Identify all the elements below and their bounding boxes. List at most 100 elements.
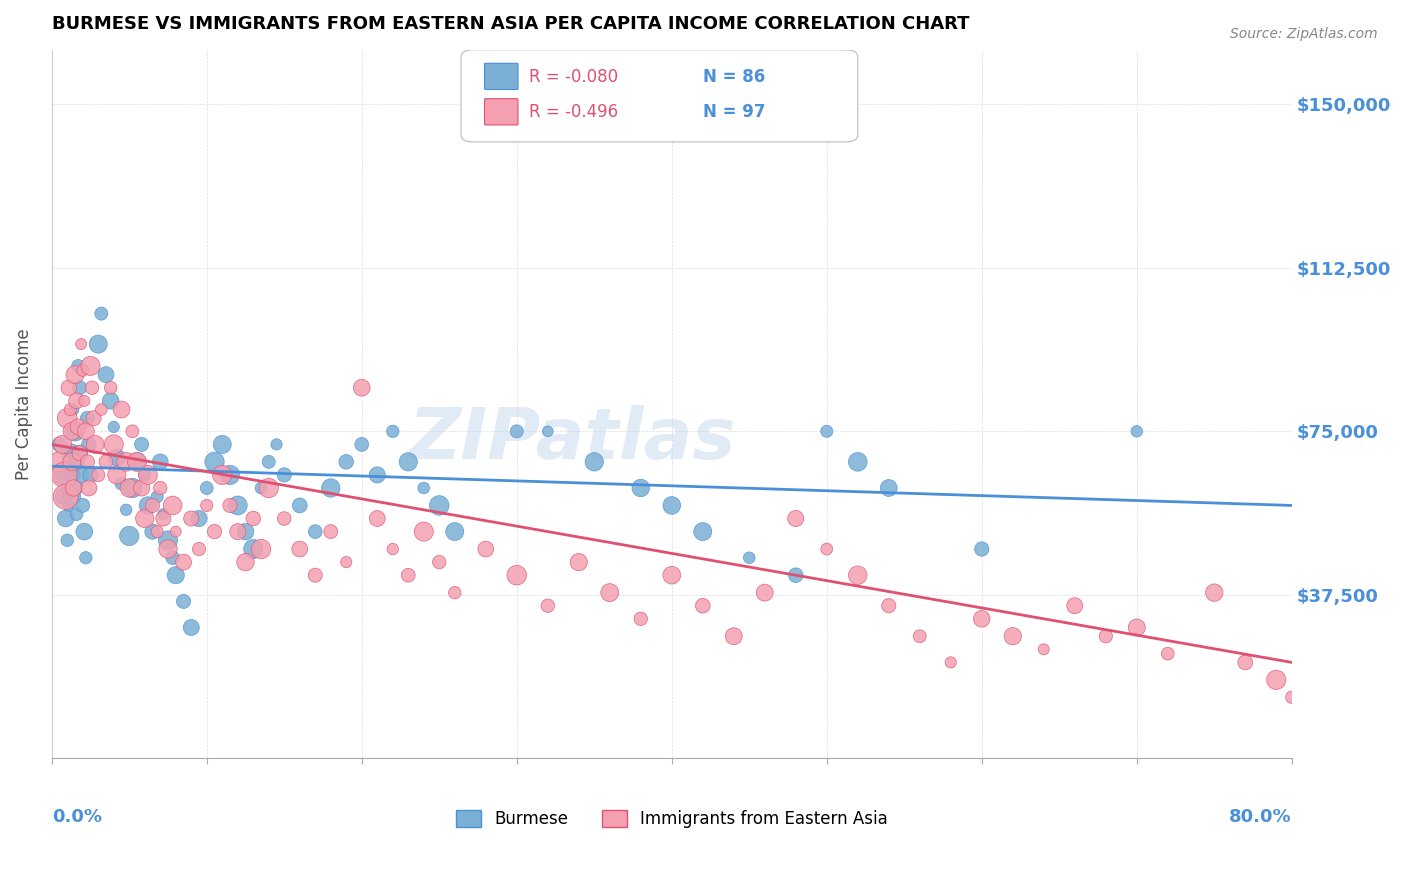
Point bbox=[188, 542, 211, 557]
Point bbox=[80, 381, 103, 395]
Point bbox=[412, 481, 434, 495]
Point bbox=[72, 363, 94, 377]
Point bbox=[1281, 690, 1303, 705]
Point bbox=[939, 656, 962, 670]
Point bbox=[785, 511, 807, 525]
Point bbox=[87, 467, 110, 482]
Point bbox=[63, 455, 86, 469]
Legend: Burmese, Immigrants from Eastern Asia: Burmese, Immigrants from Eastern Asia bbox=[449, 804, 894, 835]
Point bbox=[599, 585, 621, 599]
Point bbox=[87, 337, 110, 351]
Point bbox=[48, 455, 70, 469]
Point bbox=[94, 368, 117, 382]
Point bbox=[131, 481, 153, 495]
Point bbox=[136, 499, 159, 513]
Point bbox=[52, 467, 75, 482]
Point bbox=[141, 499, 163, 513]
Point bbox=[412, 524, 434, 539]
Point bbox=[366, 511, 388, 525]
Point bbox=[136, 467, 159, 482]
Point bbox=[110, 476, 132, 491]
Point bbox=[70, 467, 93, 482]
Point bbox=[661, 499, 683, 513]
Point bbox=[65, 481, 87, 495]
Point bbox=[118, 481, 141, 495]
Point bbox=[90, 307, 112, 321]
Point bbox=[73, 524, 96, 539]
Point bbox=[125, 455, 148, 469]
Point bbox=[103, 437, 125, 451]
Point bbox=[110, 402, 132, 417]
Point bbox=[443, 585, 465, 599]
Point bbox=[226, 499, 249, 513]
Point bbox=[62, 402, 84, 417]
Point bbox=[105, 467, 128, 482]
Point bbox=[60, 425, 83, 439]
Point bbox=[63, 425, 86, 439]
FancyBboxPatch shape bbox=[485, 99, 517, 125]
Point bbox=[79, 359, 101, 373]
FancyBboxPatch shape bbox=[461, 50, 858, 142]
Point bbox=[970, 542, 993, 557]
Point bbox=[427, 499, 450, 513]
Point bbox=[204, 455, 226, 469]
Point bbox=[335, 555, 357, 569]
Point bbox=[58, 499, 80, 513]
Point bbox=[815, 425, 838, 439]
Point bbox=[1204, 585, 1226, 599]
Point bbox=[350, 437, 373, 451]
Point bbox=[58, 381, 80, 395]
Point bbox=[506, 568, 529, 582]
Point bbox=[846, 568, 869, 582]
Point bbox=[304, 524, 326, 539]
Point bbox=[60, 490, 83, 504]
Point bbox=[568, 555, 591, 569]
Point bbox=[366, 467, 388, 482]
Point bbox=[59, 446, 82, 460]
Point bbox=[72, 499, 94, 513]
Point bbox=[474, 542, 496, 557]
Point bbox=[242, 542, 264, 557]
Point bbox=[105, 450, 128, 465]
Point bbox=[1157, 647, 1180, 661]
Point bbox=[204, 524, 226, 539]
Point bbox=[1094, 629, 1116, 643]
Point bbox=[211, 437, 233, 451]
Point bbox=[94, 455, 117, 469]
Point bbox=[56, 533, 79, 548]
Point bbox=[65, 393, 87, 408]
Point bbox=[250, 481, 273, 495]
Point bbox=[723, 629, 745, 643]
Point bbox=[67, 420, 90, 434]
Point bbox=[162, 550, 184, 565]
Point bbox=[53, 467, 76, 482]
Point bbox=[115, 503, 138, 517]
Point bbox=[304, 568, 326, 582]
Point bbox=[381, 425, 404, 439]
Point bbox=[69, 446, 91, 460]
Point bbox=[396, 455, 419, 469]
Text: R = -0.496: R = -0.496 bbox=[529, 103, 619, 121]
Point bbox=[149, 455, 172, 469]
Point bbox=[149, 481, 172, 495]
Point bbox=[100, 393, 122, 408]
Point bbox=[77, 481, 100, 495]
Point bbox=[1126, 620, 1149, 634]
Point bbox=[69, 381, 91, 395]
Point bbox=[630, 481, 652, 495]
Point bbox=[381, 542, 404, 557]
Point bbox=[785, 568, 807, 582]
Point bbox=[146, 524, 169, 539]
Point bbox=[118, 529, 141, 543]
Point bbox=[83, 411, 105, 425]
Text: N = 86: N = 86 bbox=[703, 68, 765, 86]
Point bbox=[59, 402, 82, 417]
Point bbox=[266, 437, 288, 451]
Point bbox=[152, 507, 174, 521]
Point bbox=[173, 594, 195, 608]
Point bbox=[180, 511, 202, 525]
FancyBboxPatch shape bbox=[485, 63, 517, 89]
Point bbox=[60, 455, 83, 469]
Point bbox=[195, 499, 218, 513]
Point bbox=[846, 455, 869, 469]
